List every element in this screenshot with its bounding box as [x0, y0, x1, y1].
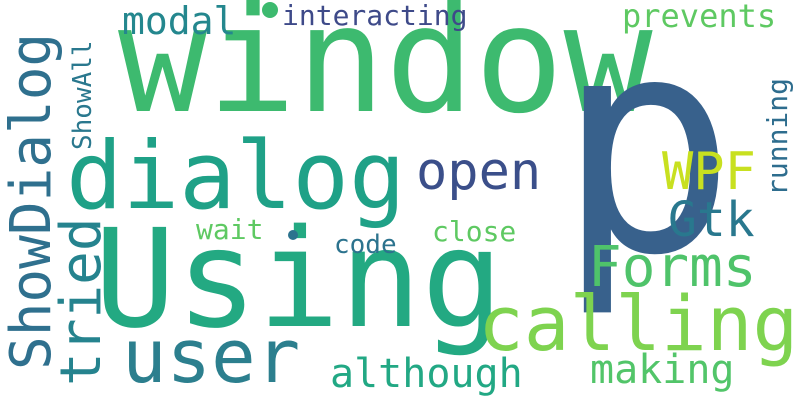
word-prevents: prevents [622, 0, 777, 35]
word-although: although [330, 351, 523, 397]
word-code: code [334, 230, 397, 260]
word-dialog: dialog [66, 122, 406, 231]
word-wait: wait [196, 213, 264, 246]
word-close: close [432, 215, 517, 248]
word-wpf: WPF [662, 142, 756, 202]
word-showall: ShowAll [68, 40, 98, 150]
word-using: Using [94, 201, 504, 359]
word-making: making [590, 347, 735, 393]
dot-top [262, 2, 278, 18]
word-calling: calling [478, 279, 799, 368]
word-window: window [118, 0, 653, 146]
word-p: p [556, 0, 737, 321]
word-modal: modal [122, 0, 237, 43]
word-user: user [122, 314, 301, 400]
dot-mid [288, 230, 298, 240]
word-interacting: interacting [282, 0, 468, 32]
word-forms: Forms [588, 235, 757, 300]
word-open: open [416, 142, 542, 202]
word-tried: tried [49, 217, 114, 386]
word-running: running [761, 77, 794, 196]
word-gtk: Gtk [668, 192, 755, 248]
